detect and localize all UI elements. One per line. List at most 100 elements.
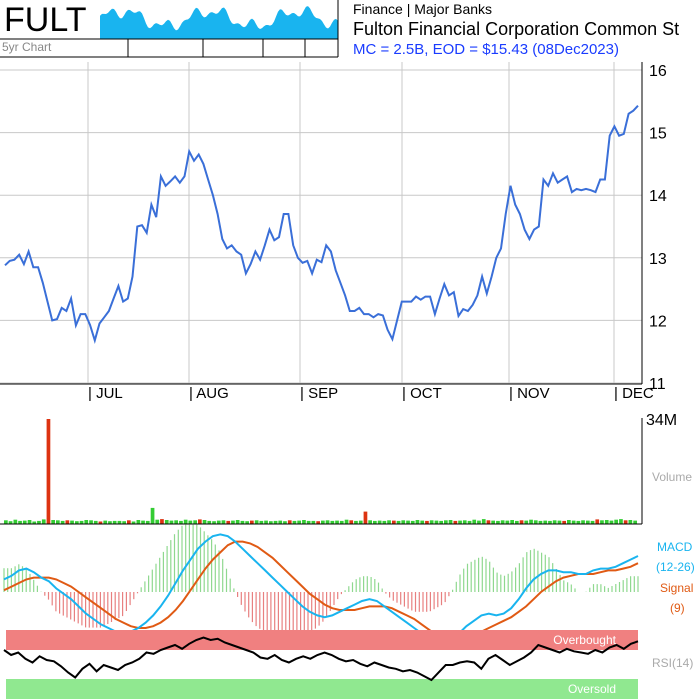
macd-label: MACD bbox=[657, 540, 693, 554]
price-y-tick: 13 bbox=[649, 251, 667, 268]
volume-bar bbox=[84, 520, 89, 524]
volume-bar bbox=[150, 507, 155, 524]
macd-histogram bbox=[3, 524, 639, 636]
volume-bar bbox=[311, 520, 316, 524]
volume-bar bbox=[188, 520, 193, 524]
volume-bar bbox=[287, 520, 292, 524]
volume-bar bbox=[330, 520, 335, 524]
volume-bar bbox=[481, 519, 486, 524]
volume-bar bbox=[8, 521, 13, 524]
signal-params: (9) bbox=[670, 601, 685, 615]
volume-bar bbox=[538, 520, 543, 524]
volume-bar bbox=[131, 521, 136, 524]
volume-bar bbox=[306, 520, 311, 524]
volume-bar bbox=[396, 520, 401, 524]
volume-bar bbox=[581, 520, 585, 524]
volume-bar bbox=[155, 519, 160, 524]
volume-bar bbox=[302, 520, 306, 524]
volume-bar bbox=[273, 520, 278, 524]
signal-line bbox=[3, 540, 639, 642]
volume-bar bbox=[420, 520, 425, 524]
macd-line bbox=[3, 533, 639, 646]
volume-bar bbox=[160, 519, 164, 524]
volume-bar bbox=[505, 520, 510, 524]
volume-bar bbox=[202, 520, 207, 524]
volume-bar bbox=[283, 521, 287, 524]
month-tick-nov: | NOV bbox=[509, 385, 550, 402]
volume-bar bbox=[548, 520, 552, 524]
volume-bar bbox=[169, 520, 174, 524]
mini-5yr-chart[interactable] bbox=[100, 6, 338, 57]
volume-bar bbox=[434, 520, 439, 524]
volume-bar bbox=[250, 520, 254, 524]
volume-bar bbox=[70, 520, 74, 524]
volume-bar bbox=[614, 519, 618, 524]
volume-bar bbox=[231, 520, 235, 524]
volume-bar bbox=[60, 520, 65, 524]
volume-bar bbox=[65, 520, 70, 524]
volume-bar bbox=[164, 520, 169, 524]
volume-bar bbox=[212, 521, 216, 524]
volume-bar bbox=[510, 520, 514, 524]
volume-bar bbox=[349, 520, 354, 524]
volume-bar bbox=[429, 520, 434, 524]
volume-bar bbox=[571, 520, 576, 524]
macd-panel: MACD (12-26) Signal (9) bbox=[3, 524, 695, 646]
volume-bar bbox=[595, 519, 600, 524]
volume-bar bbox=[18, 520, 22, 524]
volume-bar bbox=[515, 520, 519, 524]
volume-bar bbox=[108, 521, 112, 524]
volume-bar bbox=[122, 521, 126, 524]
volume-bar bbox=[519, 520, 524, 524]
oversold-label: Oversold bbox=[568, 682, 616, 696]
volume-bar bbox=[609, 520, 614, 524]
volume-bar bbox=[472, 519, 477, 524]
price-y-tick: 14 bbox=[649, 188, 667, 205]
volume-bar bbox=[533, 520, 538, 524]
month-tick-jul: | JUL bbox=[88, 385, 123, 402]
volume-bar bbox=[529, 519, 533, 524]
volume-bar bbox=[316, 521, 320, 524]
volume-bar bbox=[325, 520, 330, 524]
overbought-label: Overbought bbox=[553, 633, 616, 647]
price-y-tick: 15 bbox=[649, 126, 667, 143]
volume-bar bbox=[221, 520, 226, 524]
volume-bar bbox=[458, 520, 462, 524]
volume-bar bbox=[292, 520, 297, 524]
volume-bar bbox=[339, 520, 344, 524]
volume-bar bbox=[22, 520, 27, 524]
price-panel: 11 12 13 14 15 16 | JUL | AUG | SEP | OCT | NOV | D… bbox=[0, 62, 667, 402]
price-y-tick: 11 bbox=[649, 376, 666, 393]
volume-bar bbox=[103, 520, 108, 524]
market-summary: MC = 2.5B, EOD = $15.43 (08Dec2023) bbox=[353, 41, 619, 58]
volume-bar bbox=[41, 519, 46, 524]
rsi-line bbox=[3, 636, 639, 682]
volume-bar bbox=[363, 511, 368, 524]
volume-bar bbox=[321, 520, 325, 524]
price-y-tick: 16 bbox=[649, 63, 667, 80]
volume-bar bbox=[567, 520, 571, 524]
volume-bar bbox=[633, 520, 637, 524]
volume-bar bbox=[373, 520, 377, 524]
volume-bar bbox=[477, 520, 481, 524]
month-tick-oct: | OCT bbox=[402, 385, 442, 402]
volume-label: Volume bbox=[652, 470, 692, 484]
volume-bar bbox=[486, 520, 491, 524]
volume-bar bbox=[462, 520, 467, 524]
volume-bar bbox=[226, 520, 231, 524]
price-series-line bbox=[4, 105, 639, 344]
volume-bar bbox=[75, 521, 79, 524]
volume-max-label: 34M bbox=[646, 412, 677, 429]
volume-bar bbox=[387, 520, 391, 524]
month-tick-dec: | DEC bbox=[614, 385, 654, 402]
volume-bar bbox=[240, 520, 245, 524]
volume-bar bbox=[358, 520, 363, 524]
volume-bar bbox=[51, 520, 55, 524]
volume-bar bbox=[491, 520, 495, 524]
volume-bar bbox=[415, 520, 420, 524]
volume-bar bbox=[600, 520, 604, 524]
volume-bar bbox=[392, 520, 396, 524]
volume-bar bbox=[254, 520, 259, 524]
volume-bar bbox=[500, 520, 505, 524]
